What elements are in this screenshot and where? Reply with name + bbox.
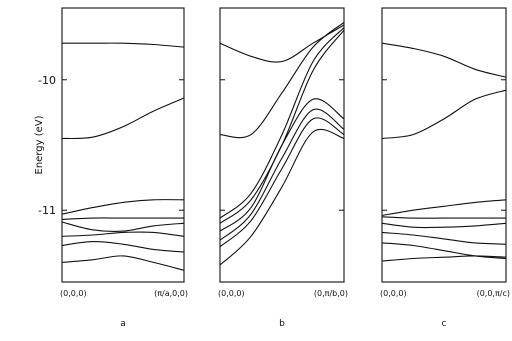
band-line-a-2	[61, 97, 185, 140]
panel-frame	[61, 7, 185, 283]
band-line-a-5	[61, 221, 185, 232]
panel-frame	[381, 7, 507, 283]
band-line-b-5	[219, 98, 345, 232]
band-line-c-8	[381, 255, 507, 262]
band-line-c-4	[381, 216, 506, 219]
band-line-b-1	[219, 24, 345, 63]
band-line-c-5	[381, 222, 507, 229]
band-line-b-8	[219, 128, 345, 266]
band-line-a-6	[61, 231, 185, 237]
y-tick-label: -11	[38, 204, 56, 217]
panel-a: -10 -11 (0,0,0) (π/a,0,0) a	[38, 7, 188, 329]
band-line-b-6	[219, 108, 345, 241]
band-line-c-1	[381, 42, 507, 78]
band-line-a-4	[61, 217, 184, 220]
panel-label-a: a	[120, 319, 126, 329]
band-line-a-7	[61, 241, 185, 253]
y-axis-label: Energy (eV)	[34, 115, 45, 174]
band-line-b-3	[219, 27, 345, 219]
x-tick-label-start: (0,0,0)	[218, 289, 245, 298]
band-line-b-2	[219, 21, 345, 139]
band-line-c-6	[381, 231, 507, 245]
x-tick-label-end: (π/a,0,0)	[154, 289, 188, 298]
band-line-c-7	[381, 242, 507, 260]
panel-label-b: b	[279, 319, 285, 329]
band-line-c-2	[381, 89, 507, 140]
panel-frame	[219, 7, 345, 283]
band-line-b-4	[219, 29, 345, 224]
panel-b: (0,0,0) (0,π/b,0) b	[218, 7, 348, 329]
band-line-c-3	[381, 199, 507, 217]
panel-c: (0,0,0) (0,0,π/c) c	[380, 7, 510, 329]
panel-label-c: c	[442, 319, 447, 329]
band-line-a-3	[61, 199, 185, 215]
x-tick-label-start: (0,0,0)	[380, 289, 407, 298]
x-tick-label-end: (0,π/b,0)	[314, 289, 348, 298]
y-tick-label: -10	[38, 74, 56, 87]
x-tick-label-end: (0,0,π/c)	[477, 289, 510, 298]
band-line-b-7	[219, 117, 345, 248]
band-line-a-1	[61, 42, 185, 48]
x-tick-label-start: (0,0,0)	[60, 289, 87, 298]
band-line-a-8	[61, 255, 185, 271]
